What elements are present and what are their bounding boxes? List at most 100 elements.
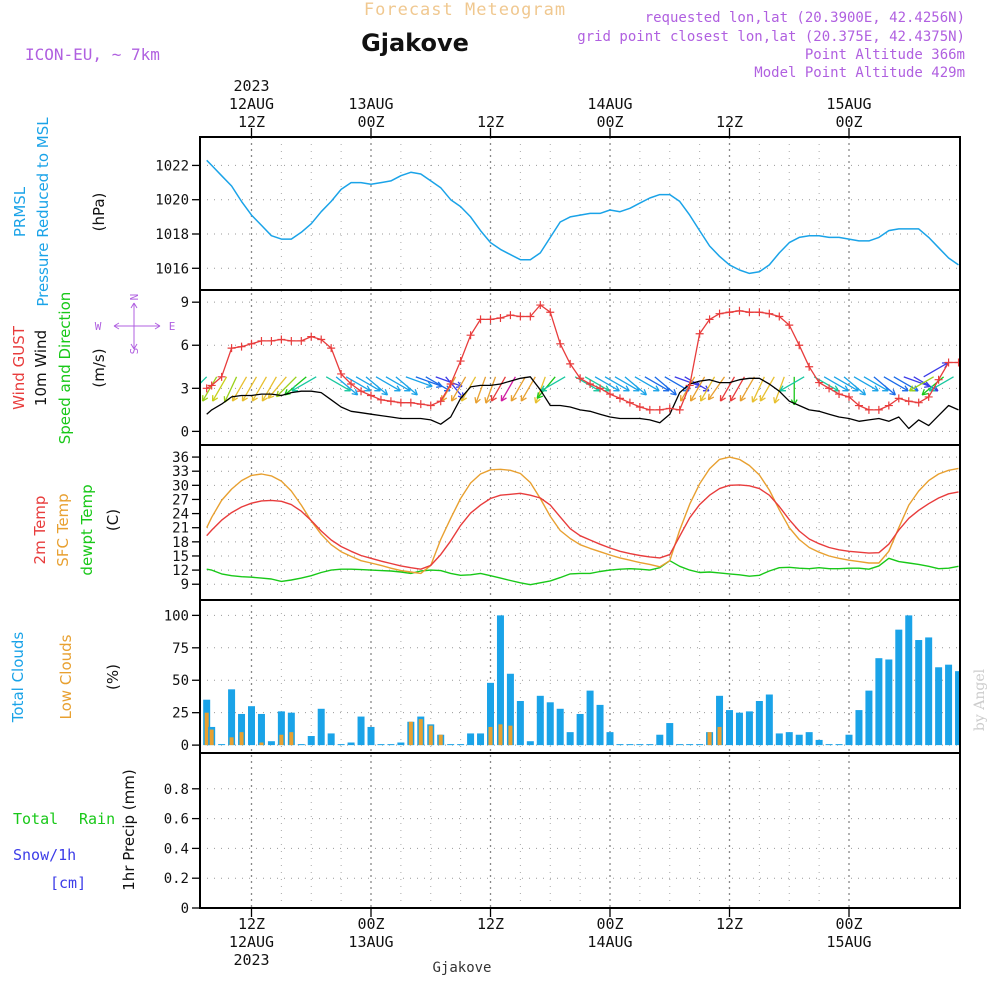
wind-arrow-shaft bbox=[903, 376, 931, 388]
wind-arrow-shaft bbox=[445, 376, 465, 399]
total-cloud-bar bbox=[855, 710, 863, 746]
total-cloud-bar bbox=[616, 744, 624, 746]
wind-direction-arrow bbox=[823, 376, 849, 392]
gust-marker bbox=[586, 380, 595, 389]
wind-direction-arrow bbox=[251, 376, 268, 402]
gust-marker bbox=[884, 401, 893, 410]
wind-direction-arrow bbox=[201, 376, 218, 402]
wind-arrow-shaft bbox=[751, 376, 765, 403]
clouds-ytick-label: 0 bbox=[181, 738, 189, 754]
wind-direction-arrow bbox=[739, 376, 755, 402]
total-cloud-bar bbox=[686, 744, 694, 746]
temp-sfc-label: SFC Temp bbox=[54, 493, 72, 566]
temp-2m-line bbox=[206, 484, 959, 570]
wind-arrow-shaft bbox=[624, 376, 647, 396]
wind-arrow-shaft bbox=[375, 376, 401, 392]
wind-panel-frame bbox=[199, 289, 961, 446]
gust-marker bbox=[317, 335, 326, 344]
wind-arrow-head bbox=[354, 389, 359, 396]
temp-labels: 2m Temp SFC Temp dewpt Temp (C) bbox=[31, 484, 122, 575]
wind-arrow-shaft bbox=[441, 376, 457, 402]
wind-arrow-shaft bbox=[365, 376, 388, 396]
compass-rose: N S W E bbox=[95, 294, 176, 355]
gust-marker bbox=[775, 312, 784, 321]
wind-arrow-shaft bbox=[415, 376, 443, 388]
wind-arrow-head bbox=[491, 397, 497, 402]
total-cloud-bar bbox=[895, 629, 903, 746]
wind-arrow-shaft bbox=[200, 376, 208, 385]
low-cloud-bar bbox=[229, 737, 234, 746]
total-cloud-bar bbox=[815, 739, 823, 746]
temp-ytick-label: 15 bbox=[172, 549, 189, 565]
wind-arrow-shaft bbox=[883, 376, 909, 392]
wind-ytick-label: 0 bbox=[181, 424, 189, 440]
total-cloud-bar bbox=[636, 744, 644, 746]
top-time-label: 00Z bbox=[357, 113, 384, 131]
low-cloud-bar bbox=[289, 732, 294, 746]
gust-marker bbox=[327, 344, 336, 353]
wind-arrow-head bbox=[461, 397, 468, 402]
gust-marker bbox=[725, 308, 734, 317]
clouds-ytick-label: 25 bbox=[172, 706, 189, 722]
wind-arrow-head bbox=[924, 385, 931, 388]
wind-arrow-head bbox=[859, 393, 866, 396]
wind-arrow-head bbox=[914, 385, 919, 392]
grid-point-coords: grid point closest lon,lat (20.375E, 42.… bbox=[577, 29, 965, 45]
wind-arrow-head bbox=[640, 393, 647, 396]
wind-arrow-head bbox=[625, 385, 630, 392]
tick-layer: 1016101810201022036991215182124273033360… bbox=[155, 77, 871, 969]
wind-direction-arrow bbox=[200, 376, 208, 385]
total-cloud-bar bbox=[925, 637, 933, 746]
top-time-label: 12AUG bbox=[229, 95, 274, 113]
wind-arrow-head bbox=[511, 397, 517, 402]
total-cloud-bar bbox=[775, 733, 783, 746]
total-cloud-bar bbox=[477, 733, 485, 746]
wind-arrow-shaft bbox=[261, 376, 277, 402]
point-altitude: Point Altitude 366m bbox=[805, 47, 965, 63]
total-cloud-bar bbox=[277, 711, 285, 746]
total-cloud-bar bbox=[267, 741, 275, 746]
wind-gust-label: Wind GUST bbox=[10, 325, 28, 410]
pressure-ytick-label: 1018 bbox=[155, 227, 189, 243]
precip-ytick-label: 0.6 bbox=[164, 812, 189, 828]
wind-arrow-shaft bbox=[251, 376, 268, 402]
low-cloud-bar bbox=[428, 725, 433, 746]
wind-arrow-head bbox=[690, 397, 697, 402]
wind-arrow-head bbox=[267, 392, 271, 399]
total-cloud-bar bbox=[935, 667, 943, 746]
compass-s: S bbox=[128, 348, 141, 355]
bottom-time-label: 14AUG bbox=[587, 933, 632, 951]
total-clouds-label: Total Clouds bbox=[9, 632, 27, 724]
wind-direction-arrow bbox=[707, 376, 726, 401]
wind-arrow-head bbox=[774, 398, 780, 404]
wind-direction-arrow bbox=[490, 376, 507, 402]
wind-gust-line bbox=[206, 304, 959, 411]
wind-ytick-label: 6 bbox=[181, 338, 189, 354]
compass-e: E bbox=[169, 320, 176, 333]
compass-w: W bbox=[95, 320, 102, 333]
top-time-label: 00Z bbox=[596, 113, 623, 131]
sfc-temp-line bbox=[206, 456, 959, 575]
wind-arrow-shaft bbox=[654, 376, 677, 396]
total-cloud-bar bbox=[506, 673, 514, 746]
wind-arrow-head bbox=[475, 398, 481, 404]
wind-direction-arrow bbox=[450, 376, 467, 402]
bottom-time-label: 13AUG bbox=[348, 933, 393, 951]
wind-arrow-shaft bbox=[291, 376, 317, 392]
total-cloud-bar bbox=[805, 732, 813, 746]
gust-marker bbox=[715, 309, 724, 318]
wind-direction-arrow bbox=[594, 376, 620, 392]
total-cloud-bar bbox=[865, 690, 873, 746]
wind-10m-line bbox=[206, 376, 959, 430]
wind-arrow-shaft bbox=[485, 376, 497, 404]
wind-arrow-head bbox=[426, 385, 433, 388]
gust-marker bbox=[944, 358, 953, 367]
wind-arrow-shaft bbox=[719, 376, 736, 402]
gust-marker bbox=[556, 339, 565, 348]
low-cloud-bar bbox=[239, 732, 244, 746]
wind-arrow-head bbox=[752, 398, 758, 403]
wind-direction-arrow bbox=[719, 376, 736, 402]
gust-marker bbox=[287, 336, 296, 345]
low-cloud-bar bbox=[508, 725, 513, 746]
